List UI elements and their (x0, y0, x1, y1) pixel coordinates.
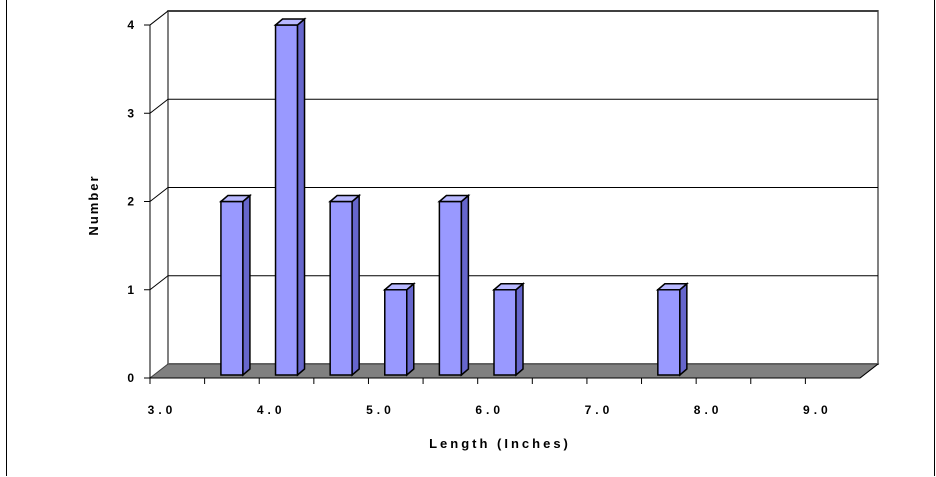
x-axis-depth-line (859, 363, 879, 379)
bar (655, 282, 689, 377)
bar (491, 282, 526, 377)
bar-side (406, 282, 415, 377)
bar (328, 193, 362, 377)
x-tick-label: 9.0 (803, 403, 832, 417)
gridline-side (149, 98, 169, 114)
x-tick-label: 7.0 (585, 403, 614, 417)
bar (437, 193, 471, 377)
bar-top (382, 283, 416, 291)
bar (218, 193, 252, 377)
bar-top (437, 194, 471, 203)
bar-front (384, 289, 408, 376)
gridline-side (149, 275, 169, 291)
gridline-side (149, 10, 169, 26)
bar-side (515, 282, 524, 377)
x-tick-label: 5.0 (366, 403, 395, 417)
bar-side (460, 193, 470, 377)
bar-front (657, 289, 681, 376)
bar-front (493, 289, 517, 376)
gridline-side (149, 187, 169, 202)
bar-side (242, 193, 251, 377)
bar-front (329, 200, 353, 376)
x-tick-label: 3.0 (148, 403, 177, 417)
bar-side (351, 193, 360, 377)
bar (382, 282, 416, 377)
bar-front (438, 200, 463, 376)
y-tick-label: 2 (127, 195, 134, 209)
y-tick-label: 4 (127, 18, 134, 32)
chart-frame (6, 0, 935, 476)
bar-side (679, 282, 688, 377)
x-tick-label: 8.0 (694, 403, 723, 417)
y-tick-label: 1 (127, 283, 134, 297)
bar-top (491, 283, 526, 291)
bar-top (273, 18, 307, 26)
y-axis-title: Number (86, 174, 101, 235)
bar-front (274, 24, 299, 376)
bar (273, 17, 307, 377)
x-axis-title: Length (Inches) (429, 436, 571, 451)
y-tick-label: 3 (127, 106, 134, 120)
x-tick-label: 6.0 (475, 403, 504, 417)
x-tick-label: 4.0 (257, 403, 286, 417)
bar-side (296, 17, 306, 377)
bar-top (655, 283, 689, 291)
bar-top (218, 194, 252, 203)
y-tick-label: 0 (127, 371, 134, 385)
bar-front (220, 200, 244, 376)
bar-top (328, 194, 362, 203)
